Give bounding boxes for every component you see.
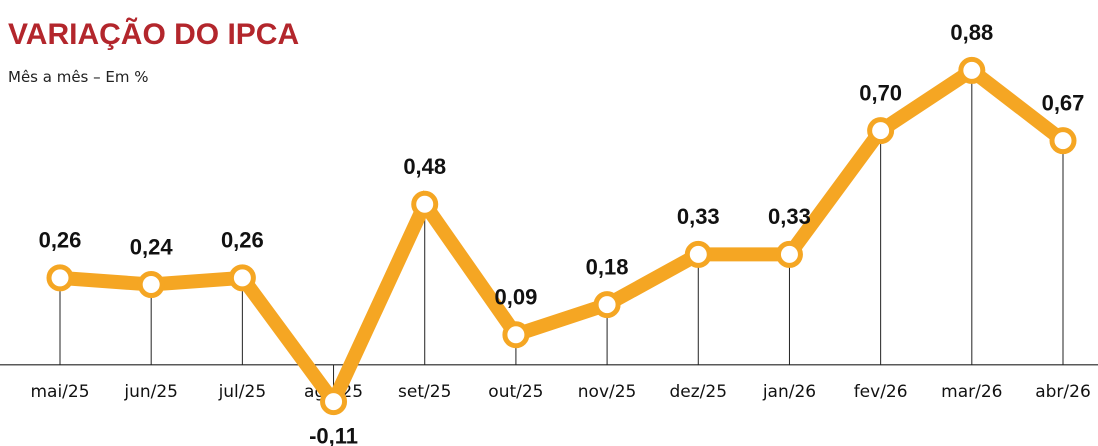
value-label: 0,70 bbox=[859, 80, 902, 105]
value-label: 0,67 bbox=[1042, 90, 1085, 115]
value-label: 0,33 bbox=[677, 204, 720, 229]
marker bbox=[596, 294, 618, 316]
x-tick-label: jun/25 bbox=[123, 382, 178, 402]
x-tick-label: nov/25 bbox=[578, 382, 637, 402]
x-tick-label: jul/25 bbox=[218, 382, 267, 402]
value-label: 0,88 bbox=[950, 20, 993, 45]
x-tick-label: set/25 bbox=[398, 382, 451, 402]
x-tick-label: abr/26 bbox=[1035, 382, 1091, 402]
marker bbox=[870, 120, 892, 142]
marker bbox=[231, 267, 253, 289]
value-label: -0,11 bbox=[309, 423, 358, 446]
value-label: 0,09 bbox=[494, 285, 537, 310]
x-tick-label: mar/26 bbox=[941, 382, 1002, 402]
value-label: 0,24 bbox=[130, 234, 174, 259]
marker bbox=[961, 59, 983, 81]
marker bbox=[505, 324, 527, 346]
value-label: 0,33 bbox=[768, 204, 811, 229]
value-label: 0,26 bbox=[39, 228, 82, 253]
x-tick-label: fev/26 bbox=[854, 382, 908, 402]
marker bbox=[49, 267, 71, 289]
chart-subtitle: Mês a mês – Em % bbox=[8, 68, 149, 86]
marker bbox=[140, 274, 162, 296]
marker bbox=[687, 243, 709, 265]
line bbox=[60, 70, 1063, 401]
chart: VARIAÇÃO DO IPCA Mês a mês – Em % mai/25… bbox=[0, 0, 1098, 446]
value-label: 0,26 bbox=[221, 228, 264, 253]
marker bbox=[414, 193, 436, 215]
chart-title: VARIAÇÃO DO IPCA bbox=[8, 17, 299, 51]
value-label: 0,48 bbox=[403, 154, 446, 179]
marker bbox=[778, 243, 800, 265]
x-tick-label: jan/26 bbox=[762, 382, 816, 402]
value-label: 0,18 bbox=[586, 254, 629, 279]
x-tick-label: dez/25 bbox=[669, 382, 727, 402]
x-tick-label: out/25 bbox=[488, 382, 543, 402]
x-tick-label: mai/25 bbox=[30, 382, 89, 402]
marker bbox=[1052, 130, 1074, 152]
marker bbox=[323, 391, 345, 413]
